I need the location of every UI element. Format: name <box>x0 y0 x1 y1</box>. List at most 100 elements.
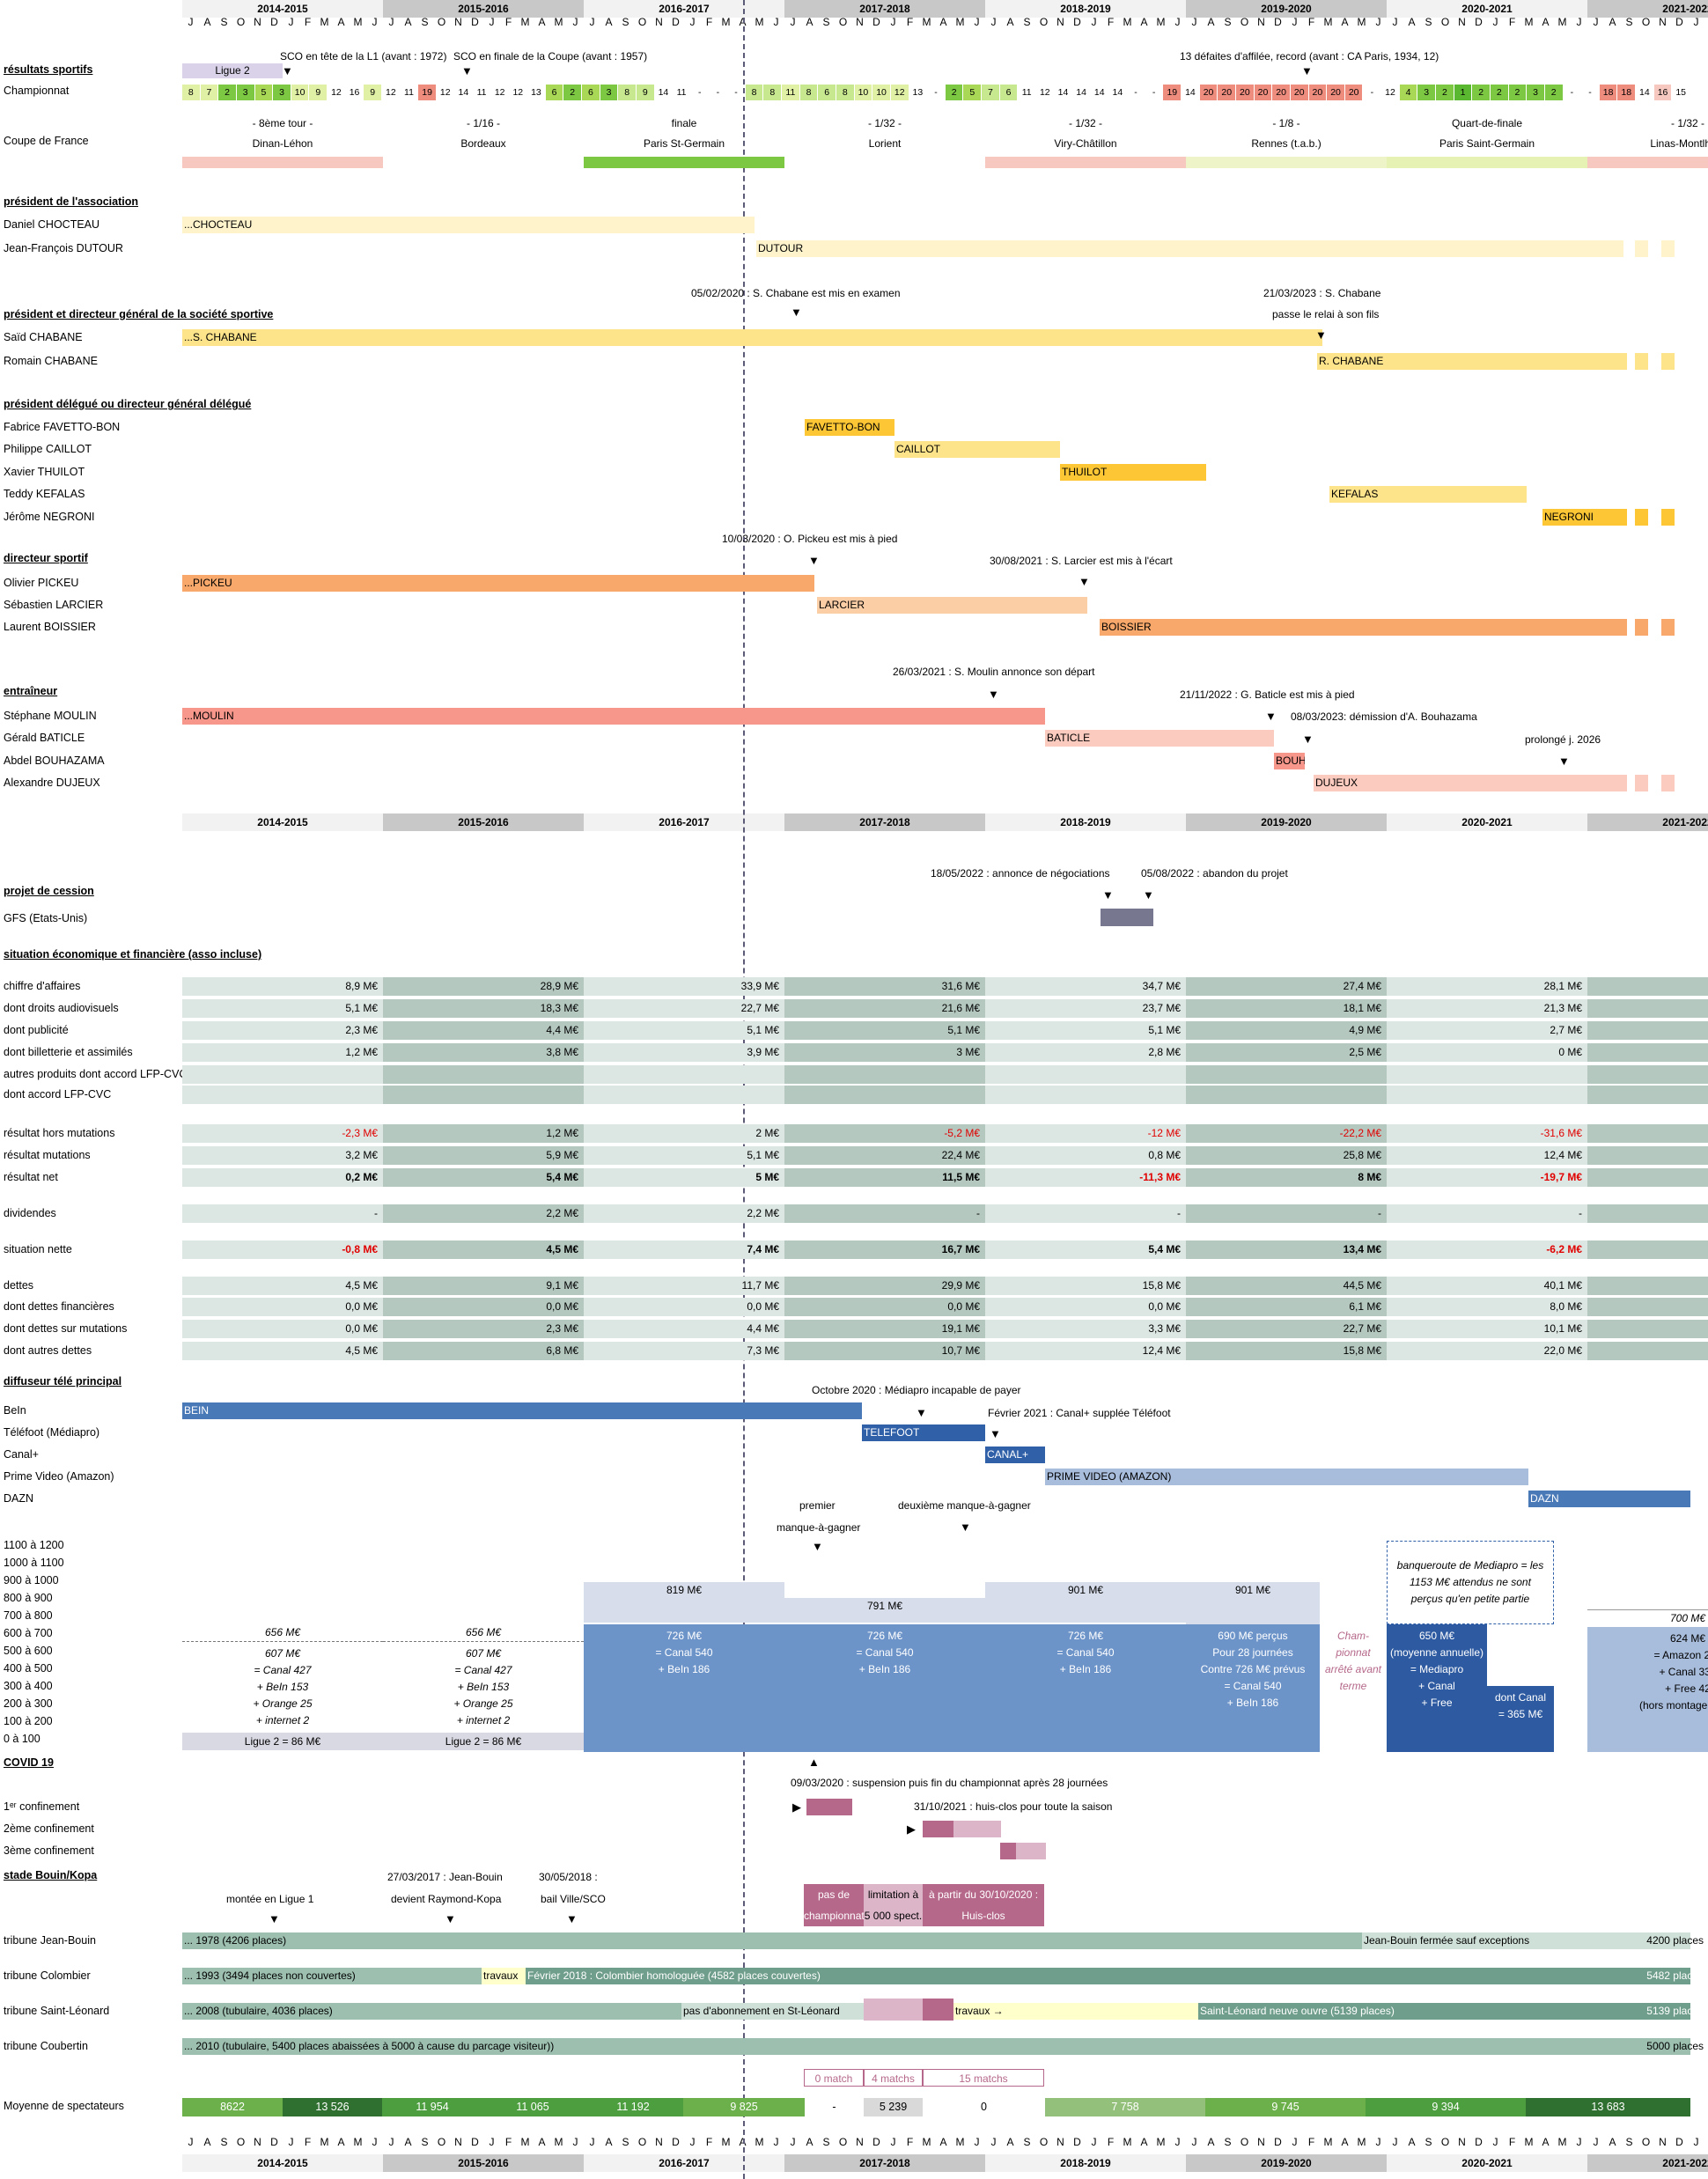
tv-bar-2: CANAL+ <box>985 1447 1045 1463</box>
month-header-bottom-month: J <box>773 2136 779 2148</box>
stade-capacity: 5000 places <box>1646 2040 1704 2052</box>
stade-rename-b: devient Raymond-Kopa <box>391 1893 502 1905</box>
month-header-top-month: A <box>1140 16 1148 28</box>
attendance-cell: 13 683 <box>1526 2098 1690 2116</box>
eco-cell: -14,8 M€ <box>1587 1124 1708 1143</box>
tenure-ext <box>1635 775 1648 791</box>
eco-cell: 12,4 M€ <box>1387 1146 1587 1165</box>
eco-cell: -2,3 M€ <box>182 1124 383 1143</box>
month-header-bottom-month: S <box>421 2136 429 2148</box>
season-header-top-2014-2015: 2014-2015 <box>182 0 383 18</box>
month-header-top-month: J <box>489 16 495 28</box>
eco-cell: 22,7 M€ <box>584 999 784 1018</box>
person-co-3: Alexandre DUJEUX <box>4 777 100 789</box>
tenure-ext <box>1661 619 1675 636</box>
coupe-opponent: Linas-Montlhéry <box>1650 137 1708 150</box>
month-header-bottom-month: O <box>637 2136 647 2148</box>
month-header-top-month: O <box>1039 16 1049 28</box>
tv-top-value: 656 M€ <box>383 1624 584 1642</box>
month-header-top-month: O <box>1641 16 1651 28</box>
month-header-top-month: A <box>806 16 814 28</box>
season-header-bottom-2017-2018: 2017-2018 <box>784 2154 985 2172</box>
eco-cell: 22,4 M€ <box>784 1146 985 1165</box>
tv-block-2014: 607 M€ = Canal 427 + BeIn 153 + Orange 25 + … <box>182 1642 383 1733</box>
month-header-top-month: J <box>1292 16 1298 28</box>
month-header-bottom-month: M <box>755 2136 764 2148</box>
tv-block-726: 726 M€ = Canal 540 + BeIn 186 <box>985 1624 1186 1752</box>
season-header-top-2017-2018: 2017-2018 <box>784 0 985 18</box>
month-header-top-month: N <box>856 16 864 28</box>
rank-cell: - <box>1588 87 1592 98</box>
month-header-top-month: J <box>1593 16 1599 28</box>
row-label-coupe: Coupe de France <box>4 135 89 147</box>
eco-cell: 0,0 M€ <box>182 1320 383 1338</box>
rank-cell: 9 <box>309 85 328 100</box>
month-header-top-month: J <box>572 16 578 28</box>
rank-cell: 8 <box>763 85 782 100</box>
eco-cell: 2,7 M€ <box>1387 1021 1587 1040</box>
eco-cell <box>1186 1065 1387 1084</box>
rank-cell: 2 <box>945 85 963 100</box>
eco-cell: 3,3 M€ <box>985 1320 1186 1338</box>
eco-cell <box>784 1065 985 1084</box>
rank-cell: 13 <box>531 87 541 98</box>
month-header-top-month: A <box>404 16 412 28</box>
eco-cell: 0,0 M€ <box>182 1298 383 1316</box>
tenure-bar-ds-1: LARCIER <box>817 597 1087 614</box>
eco-cell: 1,2 M€ <box>383 1124 584 1143</box>
rank-cell: 10 <box>854 85 872 100</box>
month-header-bottom-month: A <box>739 2136 747 2148</box>
tv-block-line: = Canal 427 <box>454 1664 512 1676</box>
stade-sl-covid <box>864 1999 923 2021</box>
rank-cell: 18 <box>1599 85 1617 100</box>
rank-cell: 14 <box>658 87 669 98</box>
eco-cell: -19,7 M€ <box>1387 1168 1587 1187</box>
month-header-bottom-month: J <box>1375 2136 1381 2148</box>
eco-cell: 2,5 M€ <box>1186 1043 1387 1062</box>
month-header-bottom-month: M <box>1524 2136 1534 2148</box>
month-header-bottom-month: M <box>1123 2136 1132 2148</box>
tv-block-line: + BeIn 186 <box>1226 1697 1279 1709</box>
month-header-bottom-month: M <box>1557 2136 1567 2148</box>
eco-cell: 11,7 M€ <box>584 1277 784 1295</box>
eco-cell: 16,7 M€ <box>784 1240 985 1259</box>
person-ds-2: Laurent BOISSIER <box>4 621 96 633</box>
stade-lease-a: 30/05/2018 : <box>539 1871 598 1883</box>
month-header-top-month: A <box>1006 16 1014 28</box>
eco-cell: 0,5 M€ <box>1587 1065 1708 1084</box>
tv-block-line: + internet 2 <box>255 1714 310 1726</box>
stade-row-label: tribune Colombier <box>4 1969 91 1982</box>
eco-cell: 19,1 M€ <box>784 1320 985 1338</box>
month-header-top-month: S <box>622 16 629 28</box>
coupe-round: - 1/8 - <box>1272 117 1300 129</box>
month-header-top-month: F <box>1307 16 1315 28</box>
eco-cell <box>1387 1086 1587 1104</box>
tv-block-line: Pour 28 journées <box>1212 1646 1293 1659</box>
eco-cell: 3,9 M€ <box>584 1043 784 1062</box>
month-header-top-month: A <box>939 16 947 28</box>
tv-bar-4: DAZN <box>1528 1491 1690 1507</box>
person-co-1: Gérald BATICLE <box>4 732 85 744</box>
tv-block-line: = Canal 427 <box>254 1664 312 1676</box>
eco-cell: 12,7 M€ <box>1587 1298 1708 1316</box>
eco-cell: -11,3 M€ <box>985 1168 1186 1187</box>
eco-label: chiffre d'affaires <box>4 980 81 992</box>
covid-marker: ▶ <box>792 1800 801 1814</box>
section-title-coach: entraîneur <box>4 685 58 697</box>
eco-cell: 0,0 M€ <box>1587 1086 1708 1104</box>
month-header-top-month: O <box>437 16 446 28</box>
tv-first-loss-b: manque-à-gagner <box>777 1521 861 1534</box>
month-header-top-month: A <box>1542 16 1550 28</box>
coupe-opponent: Lorient <box>868 137 902 150</box>
stade-no-league: pas de championnat <box>804 1884 865 1926</box>
month-header-bottom-month: D <box>1475 2136 1483 2148</box>
month-header-top-month: D <box>270 16 278 28</box>
row-label-moyenne: Moyenne de spectateurs <box>4 2100 124 2112</box>
season-header-bottom-2020-2021: 2020-2021 <box>1387 2154 1587 2172</box>
tenure-bar-ds-2: BOISSIER <box>1100 619 1627 636</box>
month-header-bottom-month: J <box>1593 2136 1599 2148</box>
month-header-bottom-month: J <box>288 2136 294 2148</box>
coupe-result-bar <box>1186 157 1387 168</box>
tv-first-loss-a: premier <box>799 1499 836 1512</box>
month-header-top-month: M <box>721 16 731 28</box>
